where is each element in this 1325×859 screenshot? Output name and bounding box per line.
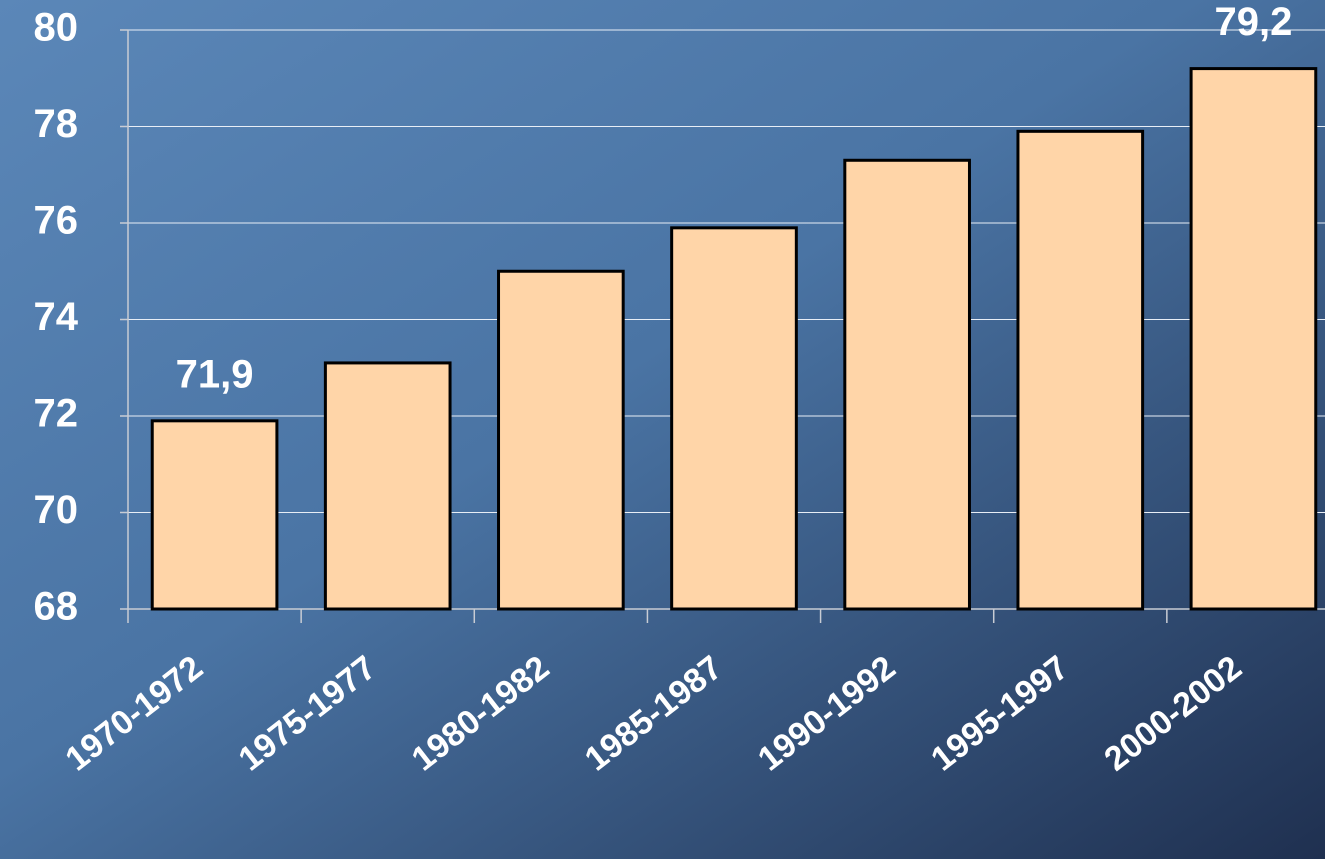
y-tick-label: 76 xyxy=(34,199,79,243)
bar xyxy=(843,158,971,611)
bar xyxy=(670,226,798,611)
bar xyxy=(1189,67,1318,611)
bar xyxy=(150,419,279,611)
y-tick-label: 74 xyxy=(34,295,79,339)
y-tick-label: 80 xyxy=(34,6,79,50)
y-tick-label: 78 xyxy=(34,102,79,146)
bar xyxy=(497,269,625,611)
value-label: 79,2 xyxy=(1214,0,1292,44)
bar xyxy=(323,361,452,611)
bar xyxy=(1016,129,1145,611)
y-tick-label: 68 xyxy=(34,585,79,629)
value-label: 71,9 xyxy=(176,352,254,396)
y-tick-label: 70 xyxy=(34,488,79,532)
y-tick-label: 72 xyxy=(34,392,79,436)
